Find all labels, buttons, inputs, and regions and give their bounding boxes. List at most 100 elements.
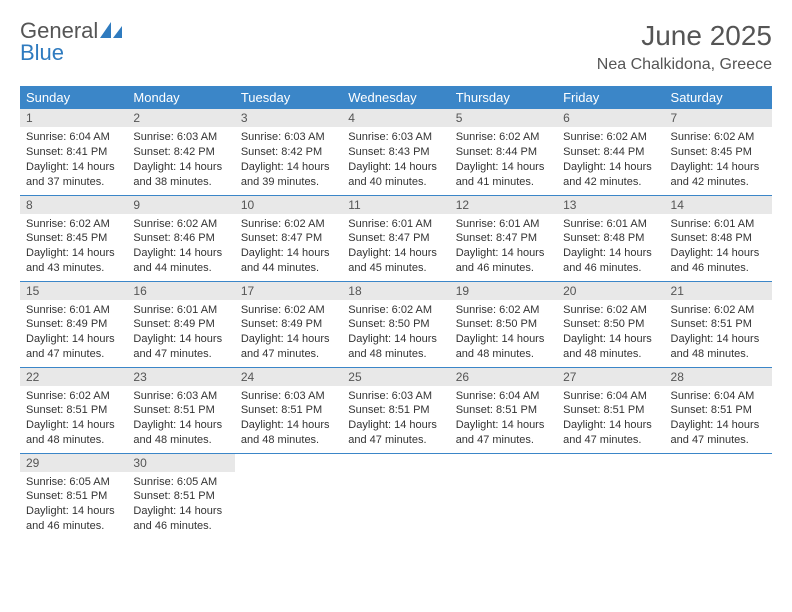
logo-sail-icon xyxy=(100,20,122,36)
calendar-cell: 24Sunrise: 6:03 AMSunset: 8:51 PMDayligh… xyxy=(235,367,342,453)
day-details: Sunrise: 6:04 AMSunset: 8:51 PMDaylight:… xyxy=(557,386,664,452)
calendar-cell: 4Sunrise: 6:03 AMSunset: 8:43 PMDaylight… xyxy=(342,109,449,195)
day-number: 12 xyxy=(450,196,557,214)
header: General Blue June 2025 Nea Chalkidona, G… xyxy=(20,20,772,74)
day-details: Sunrise: 6:02 AMSunset: 8:47 PMDaylight:… xyxy=(235,214,342,280)
day-number: 4 xyxy=(342,109,449,127)
day-details: Sunrise: 6:02 AMSunset: 8:51 PMDaylight:… xyxy=(665,300,772,366)
calendar-cell: 29Sunrise: 6:05 AMSunset: 8:51 PMDayligh… xyxy=(20,453,127,539)
day-details: Sunrise: 6:03 AMSunset: 8:42 PMDaylight:… xyxy=(127,127,234,193)
day-number: 21 xyxy=(665,282,772,300)
calendar-cell: 5Sunrise: 6:02 AMSunset: 8:44 PMDaylight… xyxy=(450,109,557,195)
calendar-cell: 1Sunrise: 6:04 AMSunset: 8:41 PMDaylight… xyxy=(20,109,127,195)
day-number: 18 xyxy=(342,282,449,300)
calendar-row: 15Sunrise: 6:01 AMSunset: 8:49 PMDayligh… xyxy=(20,281,772,367)
calendar-cell: 18Sunrise: 6:02 AMSunset: 8:50 PMDayligh… xyxy=(342,281,449,367)
day-number: 14 xyxy=(665,196,772,214)
page-title: June 2025 xyxy=(597,20,772,52)
day-details: Sunrise: 6:03 AMSunset: 8:51 PMDaylight:… xyxy=(127,386,234,452)
day-details: Sunrise: 6:02 AMSunset: 8:45 PMDaylight:… xyxy=(20,214,127,280)
day-details: Sunrise: 6:02 AMSunset: 8:51 PMDaylight:… xyxy=(20,386,127,452)
logo: General Blue xyxy=(20,20,122,64)
calendar-row: 22Sunrise: 6:02 AMSunset: 8:51 PMDayligh… xyxy=(20,367,772,453)
weekday-header-row: Sunday Monday Tuesday Wednesday Thursday… xyxy=(20,86,772,109)
day-number: 11 xyxy=(342,196,449,214)
weekday-header: Tuesday xyxy=(235,86,342,109)
day-number: 7 xyxy=(665,109,772,127)
calendar-cell: 8Sunrise: 6:02 AMSunset: 8:45 PMDaylight… xyxy=(20,195,127,281)
calendar-cell: 3Sunrise: 6:03 AMSunset: 8:42 PMDaylight… xyxy=(235,109,342,195)
day-details: Sunrise: 6:01 AMSunset: 8:48 PMDaylight:… xyxy=(665,214,772,280)
calendar-cell: 6Sunrise: 6:02 AMSunset: 8:44 PMDaylight… xyxy=(557,109,664,195)
day-number: 25 xyxy=(342,368,449,386)
day-number: 19 xyxy=(450,282,557,300)
calendar-cell: 13Sunrise: 6:01 AMSunset: 8:48 PMDayligh… xyxy=(557,195,664,281)
calendar-cell: 2Sunrise: 6:03 AMSunset: 8:42 PMDaylight… xyxy=(127,109,234,195)
calendar-page: General Blue June 2025 Nea Chalkidona, G… xyxy=(0,0,792,549)
day-number: 23 xyxy=(127,368,234,386)
weekday-header: Saturday xyxy=(665,86,772,109)
day-number: 17 xyxy=(235,282,342,300)
calendar-cell: 25Sunrise: 6:03 AMSunset: 8:51 PMDayligh… xyxy=(342,367,449,453)
day-number: 5 xyxy=(450,109,557,127)
logo-text: General Blue xyxy=(20,20,122,64)
day-details: Sunrise: 6:01 AMSunset: 8:47 PMDaylight:… xyxy=(450,214,557,280)
day-number: 28 xyxy=(665,368,772,386)
location-subtitle: Nea Chalkidona, Greece xyxy=(597,56,772,74)
calendar-cell: 9Sunrise: 6:02 AMSunset: 8:46 PMDaylight… xyxy=(127,195,234,281)
day-details: Sunrise: 6:05 AMSunset: 8:51 PMDaylight:… xyxy=(127,472,234,538)
day-number: 13 xyxy=(557,196,664,214)
calendar-cell: 19Sunrise: 6:02 AMSunset: 8:50 PMDayligh… xyxy=(450,281,557,367)
day-details: Sunrise: 6:02 AMSunset: 8:49 PMDaylight:… xyxy=(235,300,342,366)
calendar-cell: 17Sunrise: 6:02 AMSunset: 8:49 PMDayligh… xyxy=(235,281,342,367)
weekday-header: Sunday xyxy=(20,86,127,109)
calendar-table: Sunday Monday Tuesday Wednesday Thursday… xyxy=(20,86,772,539)
calendar-cell: 15Sunrise: 6:01 AMSunset: 8:49 PMDayligh… xyxy=(20,281,127,367)
calendar-cell: 12Sunrise: 6:01 AMSunset: 8:47 PMDayligh… xyxy=(450,195,557,281)
day-details: Sunrise: 6:01 AMSunset: 8:47 PMDaylight:… xyxy=(342,214,449,280)
day-details: Sunrise: 6:02 AMSunset: 8:45 PMDaylight:… xyxy=(665,127,772,193)
day-number: 29 xyxy=(20,454,127,472)
calendar-cell: 22Sunrise: 6:02 AMSunset: 8:51 PMDayligh… xyxy=(20,367,127,453)
calendar-cell: 20Sunrise: 6:02 AMSunset: 8:50 PMDayligh… xyxy=(557,281,664,367)
calendar-cell-empty xyxy=(450,453,557,539)
calendar-cell-empty xyxy=(665,453,772,539)
day-details: Sunrise: 6:05 AMSunset: 8:51 PMDaylight:… xyxy=(20,472,127,538)
calendar-row: 29Sunrise: 6:05 AMSunset: 8:51 PMDayligh… xyxy=(20,453,772,539)
weekday-header: Thursday xyxy=(450,86,557,109)
calendar-cell: 14Sunrise: 6:01 AMSunset: 8:48 PMDayligh… xyxy=(665,195,772,281)
day-number: 2 xyxy=(127,109,234,127)
calendar-row: 8Sunrise: 6:02 AMSunset: 8:45 PMDaylight… xyxy=(20,195,772,281)
day-details: Sunrise: 6:03 AMSunset: 8:51 PMDaylight:… xyxy=(342,386,449,452)
calendar-cell-empty xyxy=(557,453,664,539)
weekday-header: Monday xyxy=(127,86,234,109)
day-number: 27 xyxy=(557,368,664,386)
day-number: 30 xyxy=(127,454,234,472)
day-number: 24 xyxy=(235,368,342,386)
day-details: Sunrise: 6:02 AMSunset: 8:44 PMDaylight:… xyxy=(450,127,557,193)
calendar-cell: 30Sunrise: 6:05 AMSunset: 8:51 PMDayligh… xyxy=(127,453,234,539)
day-details: Sunrise: 6:02 AMSunset: 8:46 PMDaylight:… xyxy=(127,214,234,280)
day-details: Sunrise: 6:03 AMSunset: 8:43 PMDaylight:… xyxy=(342,127,449,193)
calendar-cell: 21Sunrise: 6:02 AMSunset: 8:51 PMDayligh… xyxy=(665,281,772,367)
day-details: Sunrise: 6:04 AMSunset: 8:51 PMDaylight:… xyxy=(665,386,772,452)
day-details: Sunrise: 6:02 AMSunset: 8:50 PMDaylight:… xyxy=(450,300,557,366)
day-number: 6 xyxy=(557,109,664,127)
day-details: Sunrise: 6:01 AMSunset: 8:49 PMDaylight:… xyxy=(20,300,127,366)
calendar-cell: 11Sunrise: 6:01 AMSunset: 8:47 PMDayligh… xyxy=(342,195,449,281)
calendar-cell-empty xyxy=(342,453,449,539)
title-block: June 2025 Nea Chalkidona, Greece xyxy=(597,20,772,74)
weekday-header: Friday xyxy=(557,86,664,109)
day-number: 1 xyxy=(20,109,127,127)
calendar-cell: 26Sunrise: 6:04 AMSunset: 8:51 PMDayligh… xyxy=(450,367,557,453)
day-details: Sunrise: 6:04 AMSunset: 8:41 PMDaylight:… xyxy=(20,127,127,193)
calendar-cell: 16Sunrise: 6:01 AMSunset: 8:49 PMDayligh… xyxy=(127,281,234,367)
day-details: Sunrise: 6:03 AMSunset: 8:51 PMDaylight:… xyxy=(235,386,342,452)
day-number: 10 xyxy=(235,196,342,214)
day-details: Sunrise: 6:02 AMSunset: 8:44 PMDaylight:… xyxy=(557,127,664,193)
day-number: 8 xyxy=(20,196,127,214)
day-number: 15 xyxy=(20,282,127,300)
day-details: Sunrise: 6:02 AMSunset: 8:50 PMDaylight:… xyxy=(342,300,449,366)
day-details: Sunrise: 6:03 AMSunset: 8:42 PMDaylight:… xyxy=(235,127,342,193)
day-number: 22 xyxy=(20,368,127,386)
